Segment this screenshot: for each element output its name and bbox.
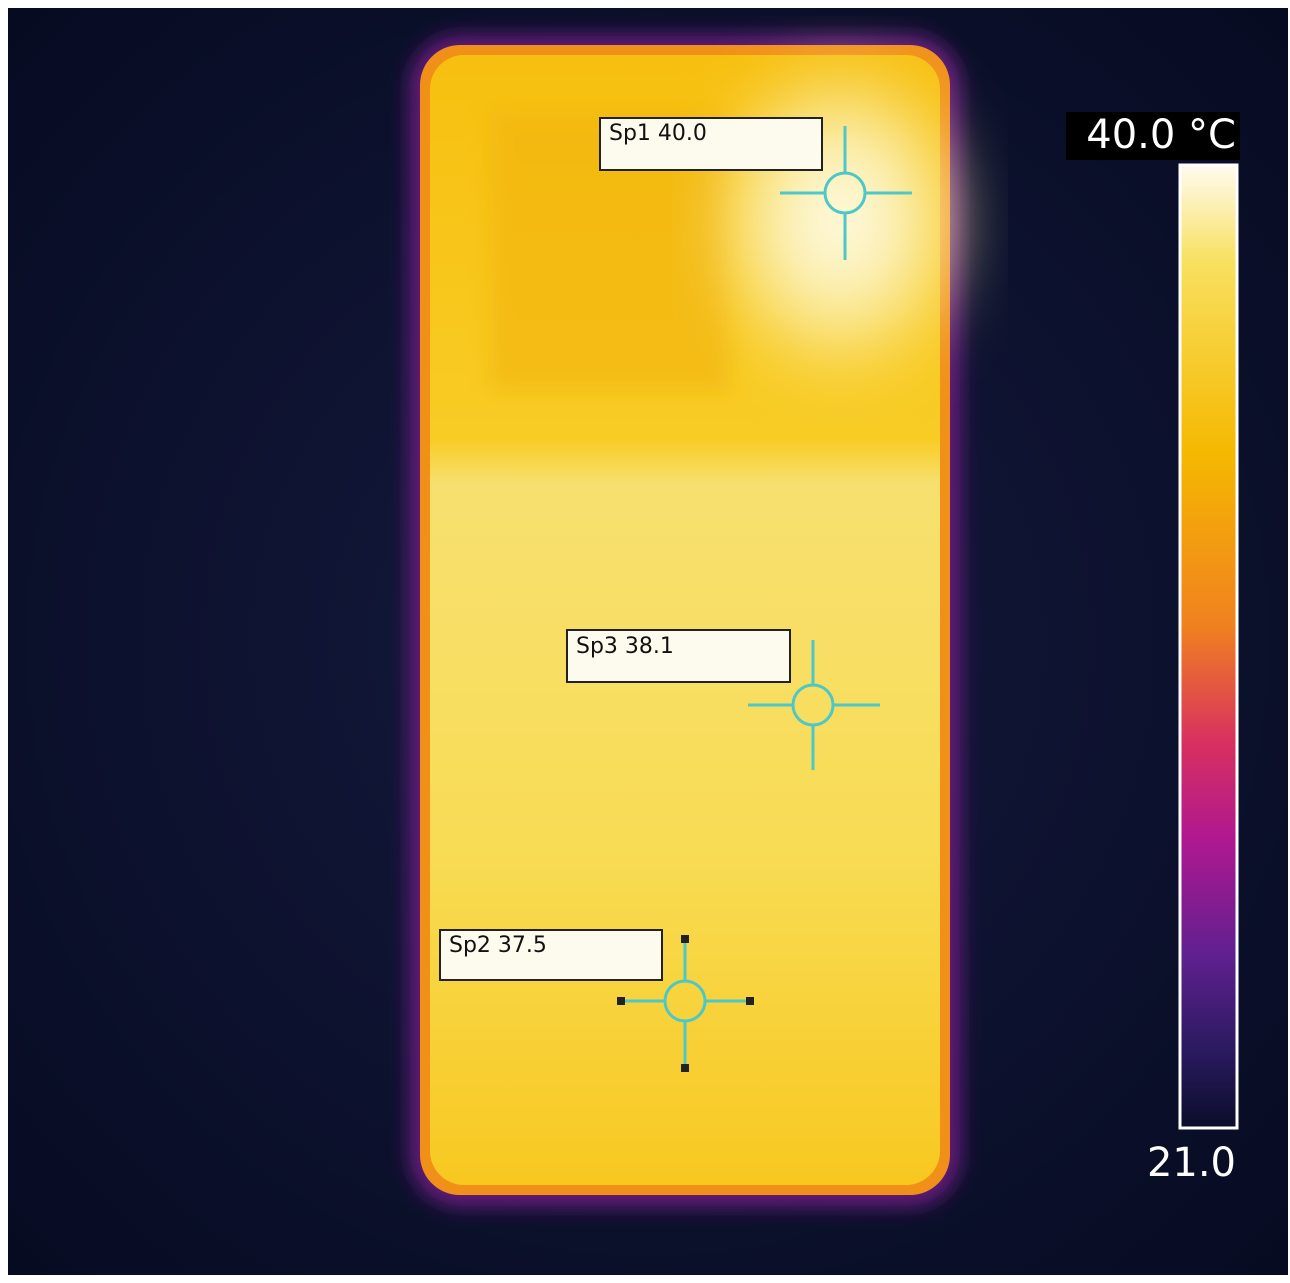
- spot-label: Sp2 37.5: [449, 933, 547, 958]
- scale-min-label: 21.0: [1147, 1140, 1236, 1186]
- thermal-image: Sp1 40.0 Sp3 38.1 Sp2 37.5 40.0 °C 21.0: [0, 0, 1290, 1283]
- spot-label: Sp3 38.1: [576, 634, 674, 659]
- color-scale: [1180, 165, 1237, 1128]
- hot-spot: [700, 50, 980, 390]
- spot-label: Sp1 40.0: [609, 121, 707, 146]
- page: Sp1 40.0 Sp3 38.1 Sp2 37.5 40.0 °C 21.0: [0, 0, 1290, 1283]
- scale-max-label: 40.0 °C: [1086, 112, 1236, 158]
